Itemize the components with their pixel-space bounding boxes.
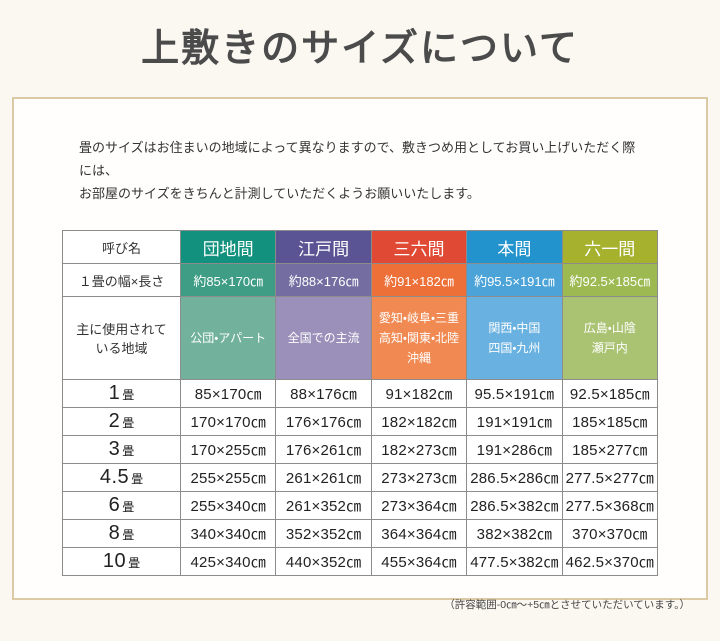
value-cell: 185×185㎝ bbox=[561, 407, 659, 436]
value-cell: 425×340㎝ bbox=[179, 547, 277, 576]
tatami-size-table: 呼び名 団地間 江戸間 三六間 本間 六一間 １畳の幅×長さ 約85×170㎝ … bbox=[62, 230, 659, 576]
value-cell: 88×176㎝ bbox=[275, 379, 372, 408]
column-header-rokuichima: 六一間 bbox=[561, 230, 659, 264]
region-cell-honma: 関西・中国 四国・九州 bbox=[466, 296, 563, 380]
value-cell: 176×176㎝ bbox=[275, 407, 372, 436]
value-cell: 92.5×185㎝ bbox=[561, 379, 659, 408]
value-cell: 273×273㎝ bbox=[370, 463, 468, 492]
value-cell: 286.5×286㎝ bbox=[466, 463, 563, 492]
value-cell: 440×352㎝ bbox=[275, 547, 372, 576]
value-cell: 182×273㎝ bbox=[370, 435, 468, 464]
column-header-danchima: 団地間 bbox=[179, 230, 277, 264]
row-label-4-5jo: 4.5 畳 bbox=[62, 463, 181, 492]
value-cell: 95.5×191㎝ bbox=[466, 379, 563, 408]
value-cell: 85×170㎝ bbox=[179, 379, 277, 408]
region-row: 主に使用されて いる地域 公団・アパート 全国での主流 愛知・岐阜・三重 高知・… bbox=[62, 296, 659, 380]
value-cell: 255×340㎝ bbox=[179, 491, 277, 520]
page-background: { "theme": { "page_bg": "#fbf8f2", "box_… bbox=[0, 20, 720, 641]
value-cell: 462.5×370㎝ bbox=[561, 547, 659, 576]
size-cell-sanrokuma: 約91×182㎝ bbox=[370, 263, 468, 297]
size-row-label: １畳の幅×長さ bbox=[62, 263, 181, 297]
value-cell: 352×352㎝ bbox=[275, 519, 372, 548]
value-cell: 170×170㎝ bbox=[179, 407, 277, 436]
column-header-honma: 本間 bbox=[466, 230, 563, 264]
value-cell: 176×261㎝ bbox=[275, 435, 372, 464]
column-header-sanrokuma: 三六間 bbox=[370, 230, 468, 264]
intro-text: 畳のサイズはお住まいの地域によって異なりますので、敷きつめ用としてお買い上げいた… bbox=[79, 136, 641, 205]
page-title: 上敷きのサイズについて bbox=[141, 28, 579, 70]
column-header-edoma: 江戸間 bbox=[275, 230, 372, 264]
value-cell: 364×364㎝ bbox=[370, 519, 468, 548]
region-cell-sanrokuma: 愛知・岐阜・三重 高知・関東・北陸 沖縄 bbox=[370, 296, 468, 380]
table-header-row: 呼び名 団地間 江戸間 三六間 本間 六一間 bbox=[62, 230, 659, 264]
value-cell: 182×182㎝ bbox=[370, 407, 468, 436]
value-cell: 185×277㎝ bbox=[561, 435, 659, 464]
value-cell: 382×382㎝ bbox=[466, 519, 563, 548]
intro-line-2: お部屋のサイズをきちんと計測していただくようお願いいたします。 bbox=[79, 186, 480, 201]
region-cell-rokuichima: 広島・山陰 瀬戸内 bbox=[561, 296, 659, 380]
table-row-4-5jo: 4.5 畳 255×255㎝ 261×261㎝ 273×273㎝ 286.5×28… bbox=[62, 463, 659, 492]
content-box: 畳のサイズはお住まいの地域によって異なりますので、敷きつめ用としてお買い上げいた… bbox=[12, 97, 708, 611]
size-cell-danchima: 約85×170㎝ bbox=[179, 263, 277, 297]
row-label-10jo: 10 畳 bbox=[62, 547, 181, 576]
region-row-label: 主に使用されて いる地域 bbox=[62, 296, 181, 380]
region-cell-edoma: 全国での主流 bbox=[275, 296, 372, 380]
value-cell: 91×182㎝ bbox=[370, 379, 468, 408]
table-row-10jo: 10 畳 425×340㎝ 440×352㎝ 455×364㎝ 477.5×382… bbox=[62, 547, 659, 576]
tolerance-note: （許容範囲-0㎝〜+5㎝とさせていただいています。） bbox=[444, 599, 690, 611]
intro-line-1: 畳のサイズはお住まいの地域によって異なりますので、敷きつめ用としてお買い上げいた… bbox=[79, 140, 636, 178]
value-cell: 340×340㎝ bbox=[179, 519, 277, 548]
value-cell: 370×370㎝ bbox=[561, 519, 659, 548]
value-cell: 191×191㎝ bbox=[466, 407, 563, 436]
value-cell: 170×255㎝ bbox=[179, 435, 277, 464]
value-cell: 455×364㎝ bbox=[370, 547, 468, 576]
value-cell: 277.5×277㎝ bbox=[561, 463, 659, 492]
value-cell: 277.5×368㎝ bbox=[561, 491, 659, 520]
value-cell: 261×261㎝ bbox=[275, 463, 372, 492]
value-cell: 477.5×382㎝ bbox=[466, 547, 563, 576]
region-cell-danchima: 公団・アパート bbox=[179, 296, 277, 380]
value-cell: 286.5×382㎝ bbox=[466, 491, 563, 520]
value-cell: 191×286㎝ bbox=[466, 435, 563, 464]
size-cell-honma: 約95.5×191㎝ bbox=[466, 263, 563, 297]
mat-size-row: １畳の幅×長さ 約85×170㎝ 約88×176㎝ 約91×182㎝ 約95.5… bbox=[62, 263, 659, 297]
value-cell: 261×352㎝ bbox=[275, 491, 372, 520]
corner-label: 呼び名 bbox=[62, 230, 181, 264]
value-cell: 255×255㎝ bbox=[179, 463, 277, 492]
size-cell-rokuichima: 約92.5×185㎝ bbox=[561, 263, 659, 297]
value-cell: 273×364㎝ bbox=[370, 491, 468, 520]
size-cell-edoma: 約88×176㎝ bbox=[275, 263, 372, 297]
